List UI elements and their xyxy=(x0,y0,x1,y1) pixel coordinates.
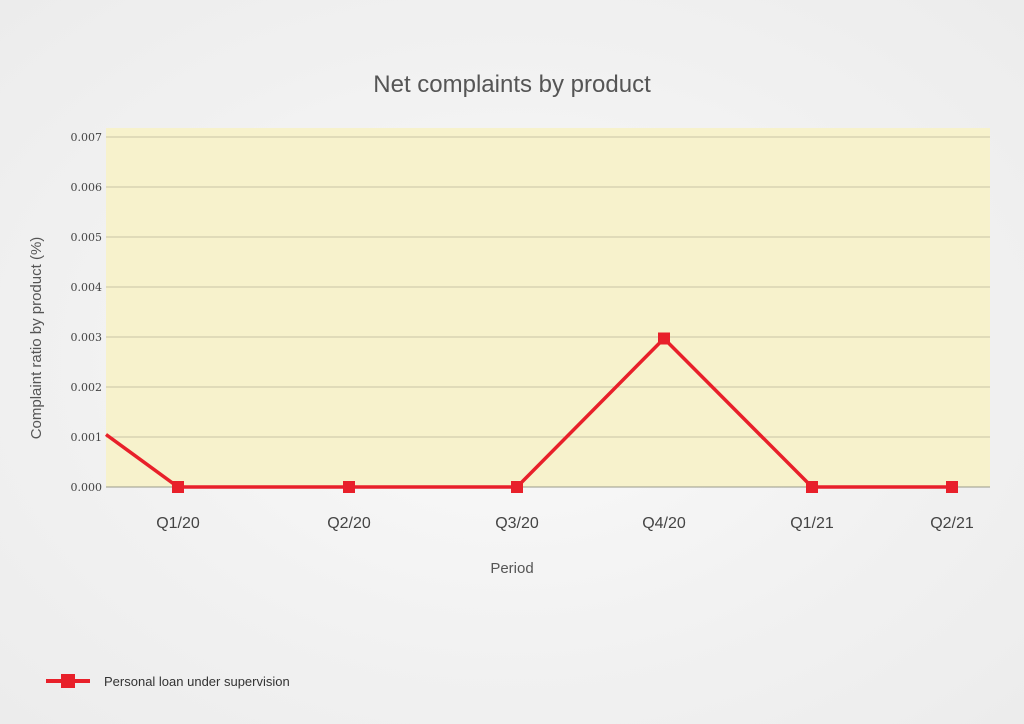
legend: Personal loan under supervision xyxy=(46,674,290,689)
y-tick-label: 0.004 xyxy=(71,281,103,294)
x-axis-ticks: Q1/20 Q2/20 Q3/20 Q4/20 Q1/21 Q2/21 xyxy=(156,515,974,532)
x-tick-label: Q3/20 xyxy=(495,515,539,532)
x-tick-label: Q1/21 xyxy=(790,515,834,532)
y-tick-label: 0.001 xyxy=(71,431,103,444)
data-point-marker xyxy=(658,332,670,345)
y-tick-label: 0.003 xyxy=(71,331,103,344)
y-tick-label: 0.000 xyxy=(71,481,103,494)
y-tick-label: 0.006 xyxy=(71,181,103,194)
x-tick-label: Q1/20 xyxy=(156,515,200,532)
y-axis-ticks: 0.000 0.001 0.002 0.003 0.004 0.005 0.006 0.007 xyxy=(71,131,103,494)
y-tick-label: 0.007 xyxy=(71,131,103,144)
legend-swatch-marker xyxy=(61,674,75,688)
data-point-marker xyxy=(511,481,523,493)
data-point-marker xyxy=(806,481,818,493)
data-point-marker xyxy=(946,481,958,493)
data-point-marker xyxy=(343,481,355,493)
gridlines xyxy=(106,136,990,488)
chart-title: Net complaints by product xyxy=(373,71,651,98)
x-axis-label: Period xyxy=(490,560,533,577)
x-tick-label: Q2/20 xyxy=(327,515,371,532)
legend-label: Personal loan under supervision xyxy=(104,674,290,689)
x-tick-label: Q4/20 xyxy=(642,515,686,532)
y-tick-label: 0.002 xyxy=(71,381,103,394)
data-point-marker xyxy=(172,481,184,493)
y-axis-label: Complaint ratio by product (%) xyxy=(28,237,45,440)
y-tick-label: 0.005 xyxy=(71,231,103,244)
series-layer xyxy=(104,332,958,493)
plot-area xyxy=(106,128,990,487)
x-tick-label: Q2/21 xyxy=(930,515,974,532)
